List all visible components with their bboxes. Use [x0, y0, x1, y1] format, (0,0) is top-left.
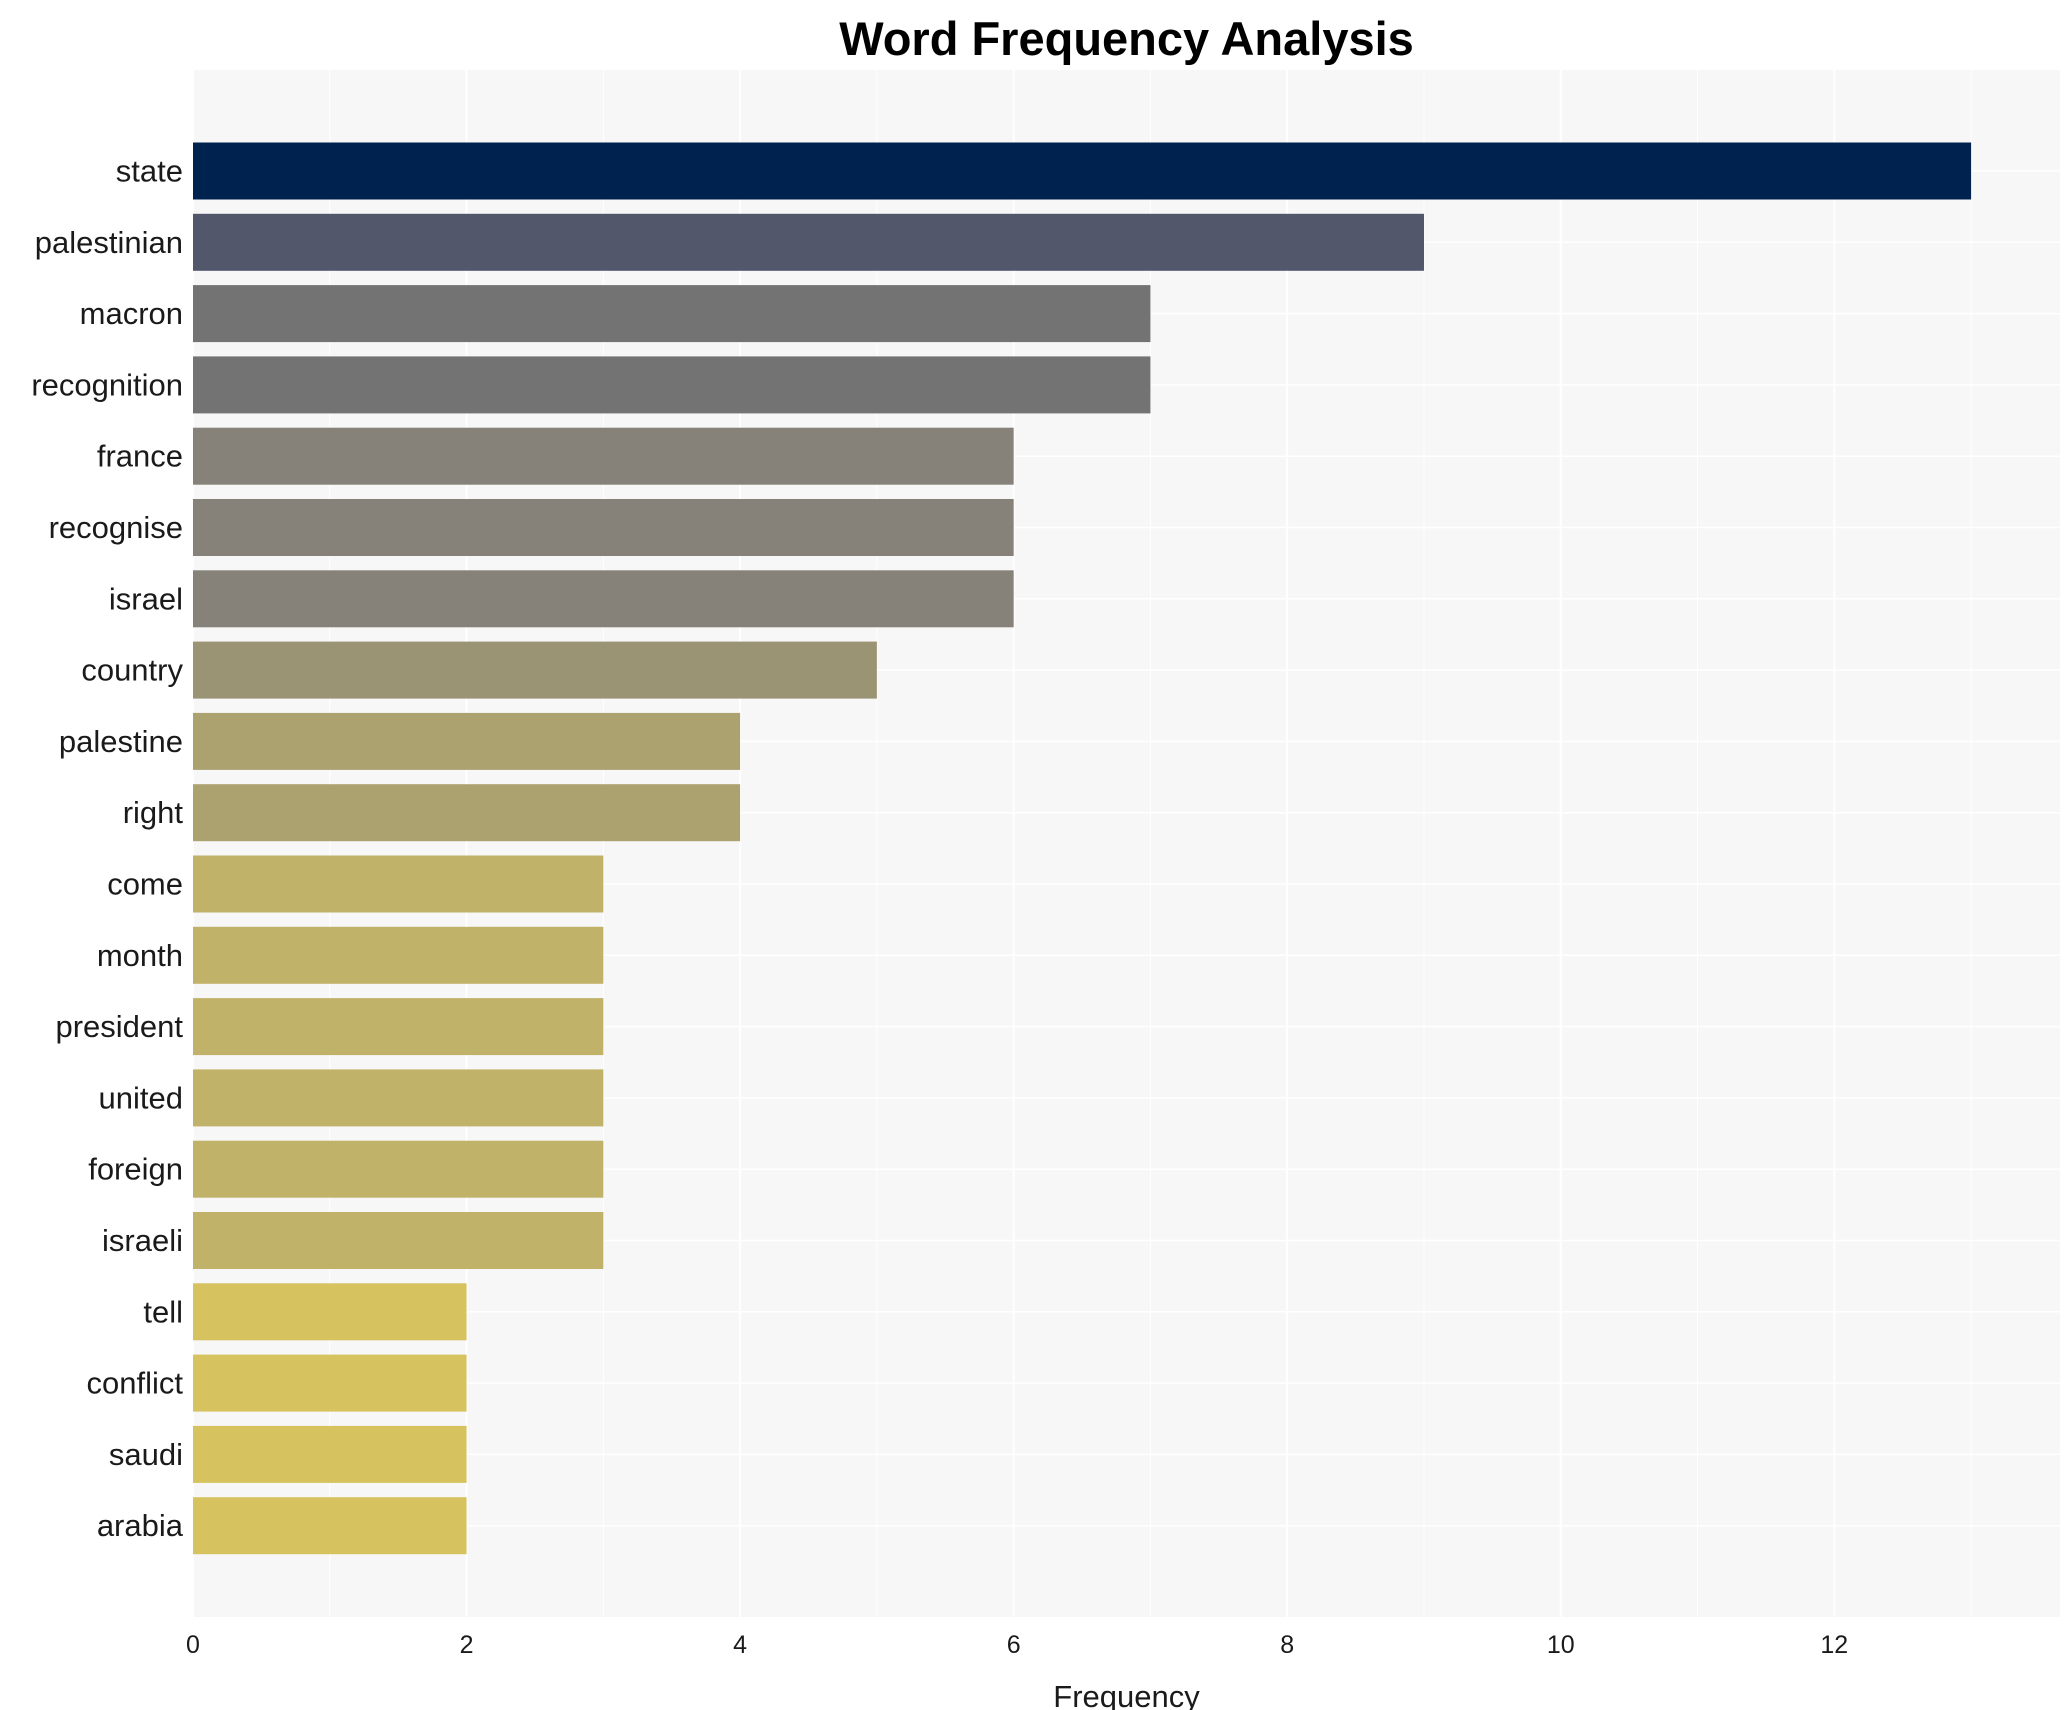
category-label: conflict [87, 1366, 184, 1401]
bar-country [193, 641, 877, 699]
category-labels: state palestinian macron recognition france r… [31, 154, 183, 1544]
x-tick-label: 12 [1820, 1631, 1848, 1659]
category-label: macron [80, 296, 183, 331]
category-label: come [107, 867, 183, 902]
bar-macron [193, 285, 1151, 343]
bar-recognise [193, 499, 1014, 556]
bar-foreign [193, 1140, 604, 1198]
x-tick-label: 8 [1280, 1631, 1294, 1659]
category-label: palestine [59, 724, 183, 759]
category-label: arabia [97, 1508, 184, 1543]
category-label: united [99, 1080, 183, 1115]
bar-recognition [193, 356, 1151, 414]
bar-state [193, 142, 1972, 200]
x-tick-label: 0 [186, 1631, 200, 1659]
category-label: israeli [102, 1223, 183, 1258]
bar-arabia [193, 1497, 467, 1555]
category-label: foreign [88, 1152, 183, 1187]
bar-saudi [193, 1425, 467, 1483]
category-label: palestinian [35, 225, 183, 260]
category-label: saudi [109, 1437, 183, 1472]
bar-right [193, 784, 741, 842]
chart-title: Word Frequency Analysis [839, 12, 1414, 65]
bar-month [193, 926, 604, 984]
x-tick-label: 6 [1007, 1631, 1021, 1659]
bar-come [193, 855, 604, 913]
bar-palestinian [193, 213, 1424, 271]
category-label: month [97, 938, 183, 973]
x-axis-label: Frequency [1053, 1679, 1200, 1710]
category-label: state [116, 154, 183, 189]
x-tick-labels: 0 2 4 6 8 10 12 [186, 1631, 1848, 1659]
bar-united [193, 1069, 604, 1127]
category-label: right [123, 795, 184, 830]
category-label: israel [109, 581, 183, 616]
bar-conflict [193, 1354, 467, 1412]
x-tick-label: 2 [460, 1631, 474, 1659]
category-label: president [55, 1009, 183, 1044]
category-label: recognition [31, 367, 183, 402]
category-label: recognise [49, 510, 183, 545]
x-tick-label: 10 [1547, 1631, 1575, 1659]
category-label: france [97, 439, 183, 474]
bar-israel [193, 570, 1014, 628]
bars [193, 142, 1972, 1555]
bar-israeli [193, 1212, 604, 1269]
bar-france [193, 427, 1014, 485]
bar-president [193, 998, 604, 1056]
x-tick-label: 4 [733, 1631, 747, 1659]
bar-tell [193, 1283, 467, 1341]
category-label: tell [143, 1294, 183, 1329]
category-label: country [81, 653, 183, 688]
bar-palestine [193, 712, 741, 770]
